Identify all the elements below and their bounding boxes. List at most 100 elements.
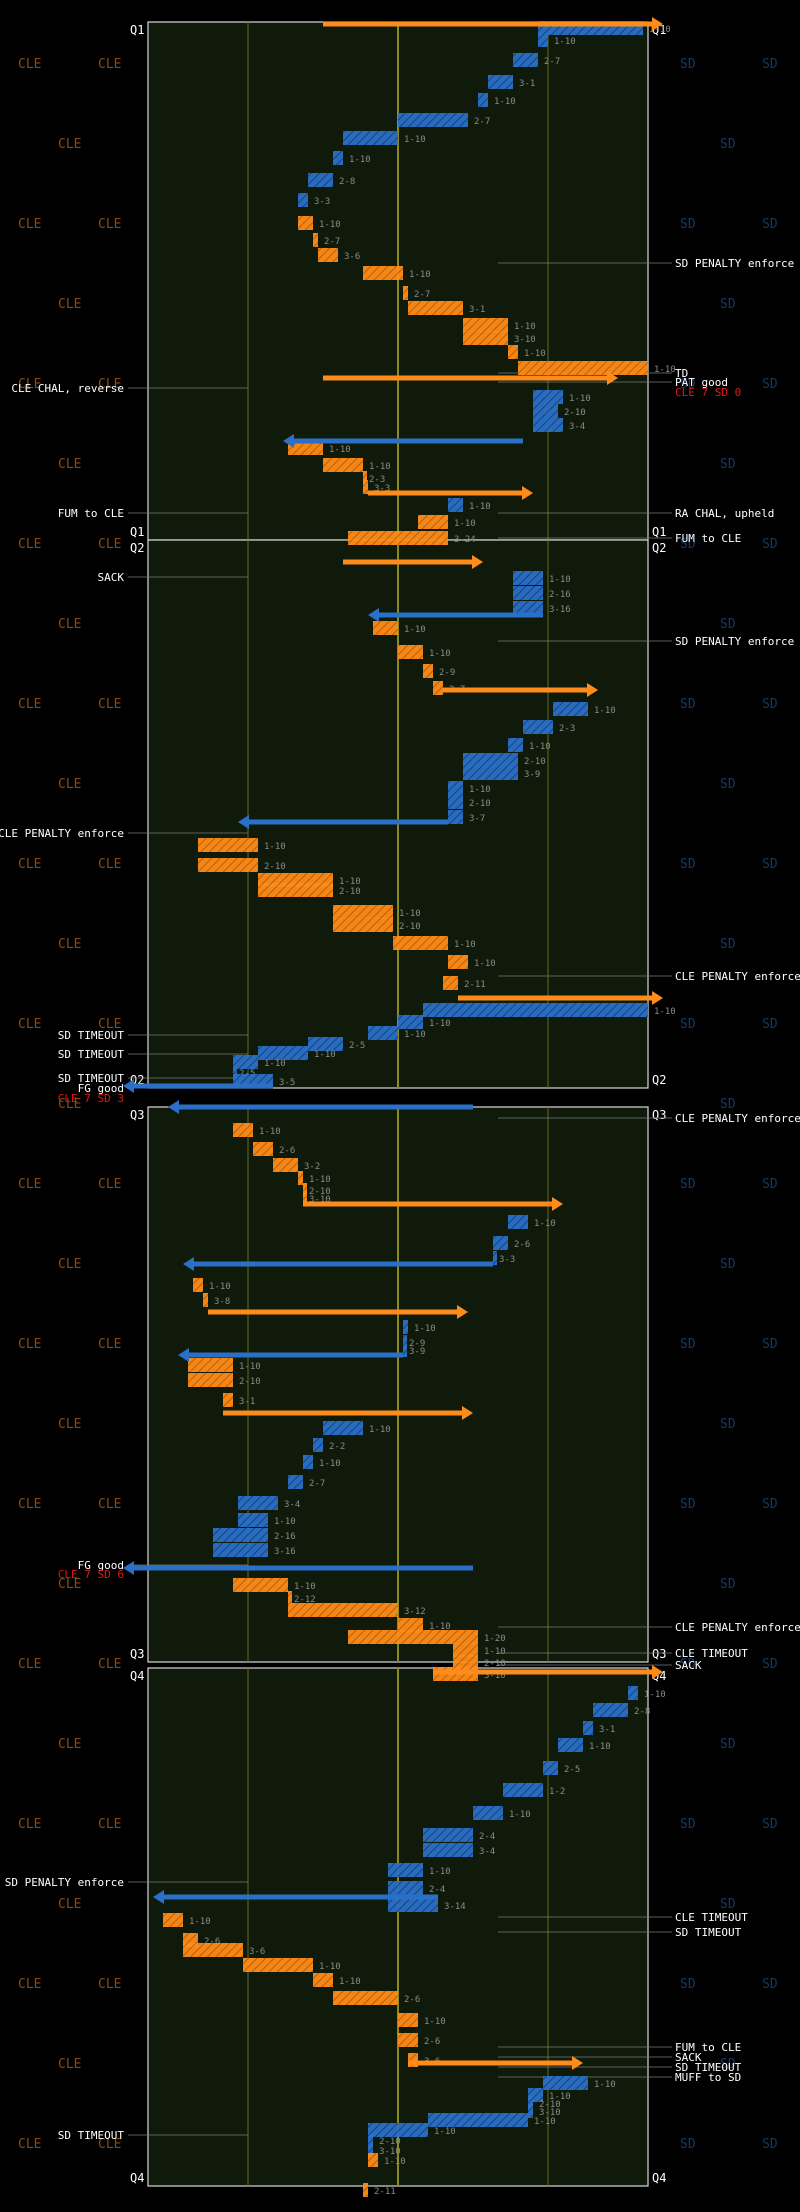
play-bar	[333, 1991, 398, 2005]
play-down-label: 1-10	[264, 1059, 286, 1069]
team-label-right: SD	[762, 57, 778, 72]
play-bar	[393, 936, 448, 950]
drive-arrow-head	[462, 1406, 473, 1420]
play-down-label: 2-10	[524, 757, 546, 767]
drive-arrow	[123, 1079, 273, 1093]
team-label-left: CLE	[18, 1817, 41, 1832]
play-down-label: 2-10	[564, 408, 586, 418]
team-label-right: SD	[680, 377, 696, 392]
play-down-label: 2-10	[484, 1659, 506, 1669]
play-down-label: 2-7	[309, 1479, 325, 1489]
play-bar	[533, 418, 563, 432]
drive-arrow-head	[652, 991, 663, 1005]
drive-arrow	[368, 608, 543, 622]
team-label-right: SD	[720, 1737, 736, 1752]
team-label-right: SD	[720, 1577, 736, 1592]
play-bar	[528, 2104, 533, 2118]
play-down-label: 1-10	[424, 2017, 446, 2027]
play-down-label: 1-10	[339, 1977, 361, 1987]
drive-arrow-head	[457, 1305, 468, 1319]
annotation-right: SD TIMEOUT	[675, 2061, 742, 2074]
team-label-left: CLE	[18, 377, 41, 392]
drive-arrow	[208, 1305, 468, 1319]
play-bar	[253, 1142, 273, 1156]
play-bar	[303, 1191, 307, 1205]
team-label-right: SD	[680, 537, 696, 552]
play-down-label: 3-2	[304, 1162, 320, 1172]
team-label-left: CLE	[98, 697, 121, 712]
play-bar	[448, 795, 463, 809]
team-label-right: SD	[720, 297, 736, 312]
play-bar	[323, 1421, 363, 1435]
play-down-label: 1-10	[654, 1007, 676, 1017]
play-bar	[553, 702, 588, 716]
play-bar	[403, 286, 408, 300]
play-bar	[398, 1618, 423, 1632]
drive-arrow	[238, 815, 448, 829]
quarter-label-top-left: Q3	[130, 1108, 144, 1122]
annotation-right: SACK	[675, 2051, 702, 2064]
drive-arrow	[433, 1665, 663, 1679]
play-down-label: 3-10	[514, 335, 536, 345]
quarter-label-top-left: Q4	[130, 1669, 144, 1683]
team-label-right: SD	[720, 1257, 736, 1272]
play-down-label: 3-9	[524, 770, 540, 780]
play-bar	[233, 1578, 288, 1592]
play-bar	[408, 301, 463, 315]
team-label-left: CLE	[58, 777, 81, 792]
play-bar	[163, 1913, 183, 1927]
play-down-label: 2-7	[324, 237, 340, 247]
play-bar	[423, 664, 433, 678]
play-bar	[258, 1046, 308, 1060]
team-label-left: CLE	[18, 857, 41, 872]
team-label-left: CLE	[58, 1737, 81, 1752]
team-label-right: SD	[720, 457, 736, 472]
drive-arrow-head	[123, 1079, 134, 1093]
play-bar	[493, 1236, 508, 1250]
drive-arrow-head	[368, 608, 379, 622]
play-bar	[398, 2013, 418, 2027]
play-bar	[183, 1943, 243, 1957]
drive-arrow	[123, 1561, 473, 1575]
drive-arrow	[368, 486, 533, 500]
team-label-right: SD	[680, 57, 696, 72]
team-label-left: CLE	[58, 137, 81, 152]
drive-arrow-head	[522, 486, 533, 500]
quarter-label-bottom-right: Q2	[652, 1073, 666, 1087]
drive-arrow	[443, 683, 598, 697]
team-label-left: CLE	[58, 937, 81, 952]
annotation-left: SD TIMEOUT	[58, 1048, 125, 1061]
play-down-label: 1-10	[454, 519, 476, 529]
play-bar	[448, 498, 463, 512]
play-bar	[538, 33, 548, 47]
drive-arrow-head	[652, 17, 663, 31]
play-down-label: 1-10	[259, 1127, 281, 1137]
play-down-label: 1-10	[384, 2157, 406, 2167]
score-label: CLE 7 SD 6	[58, 1568, 124, 1581]
quarter-label-bottom-left: Q3	[130, 1647, 144, 1661]
drive-arrow	[153, 1890, 438, 1904]
play-bar	[213, 1543, 268, 1557]
play-bar	[308, 173, 333, 187]
play-down-label: 3-8	[214, 1297, 230, 1307]
play-down-label: 3-10	[379, 2147, 401, 2157]
drive-arrow-head	[283, 434, 294, 448]
play-down-label: 1-10	[329, 445, 351, 455]
team-label-right: SD	[720, 617, 736, 632]
play-down-label: 1-10	[369, 1425, 391, 1435]
team-label-right: SD	[762, 1017, 778, 1032]
play-bar	[313, 233, 318, 247]
play-bar	[298, 193, 308, 207]
play-bar	[398, 645, 423, 659]
play-down-label: 3-7	[469, 814, 485, 824]
play-bar	[513, 586, 543, 600]
play-bar	[403, 1335, 407, 1349]
play-down-label: 2-3	[559, 724, 575, 734]
play-bar	[448, 955, 468, 969]
play-down-label: 2-8	[634, 1707, 650, 1717]
team-label-left: CLE	[58, 1257, 81, 1272]
play-down-label: 1-10	[399, 909, 421, 919]
play-down-label: 1-10	[469, 502, 491, 512]
play-bar	[478, 93, 488, 107]
team-label-left: CLE	[58, 1097, 81, 1112]
